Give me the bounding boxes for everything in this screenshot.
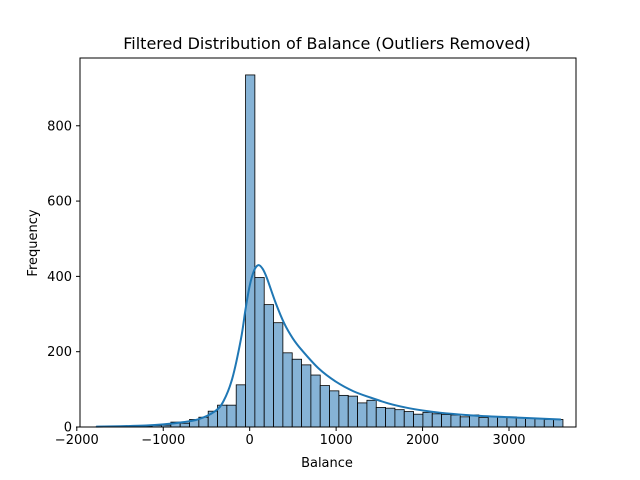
histogram-bar [385,407,396,428]
histogram-bar [525,417,536,428]
histogram-bar [441,414,452,428]
histogram-bar [431,413,442,428]
histogram-bar [478,417,489,428]
histogram-bar [469,414,480,428]
histogram-bar [282,352,293,428]
y-axis-label: Frequency [26,209,41,276]
histogram-bar [357,402,368,428]
plot-frame [79,57,577,428]
histogram-bar [553,419,564,428]
histogram-bar [245,74,256,428]
y-tick-label: 200 [47,345,72,360]
x-tick-label: −1000 [141,433,185,448]
histogram-bar [310,374,321,428]
x-axis-label: Balance [301,456,353,471]
chart-title: Filtered Distribution of Balance (Outlie… [123,34,531,53]
histogram-bar [422,411,433,428]
histogram-bar [497,416,508,428]
x-tick-label: 3000 [492,433,525,448]
histogram-bar [366,399,377,428]
histogram-bar [543,419,555,428]
histogram-bar [459,416,470,428]
histogram-bar [254,277,265,428]
x-tick-label: 0 [246,433,254,448]
x-tick-label: 1000 [320,433,353,448]
histogram-bar [534,418,545,428]
histogram-bar [338,394,349,428]
histogram-bar [226,404,237,428]
histogram-bar [347,395,358,428]
y-tick-label: 800 [47,119,72,134]
histogram-bar [487,416,498,428]
histogram-bar [329,390,340,428]
y-tick-label: 600 [47,195,72,210]
histogram-bar [235,384,246,428]
histogram-bar [403,411,414,428]
kde-curve [96,264,561,428]
y-tick-label: 0 [64,421,72,436]
histogram-bar [263,304,274,428]
histogram-bar [394,409,405,428]
x-tick-label: 2000 [406,433,439,448]
histogram-bar [515,417,527,428]
histogram-bar [301,364,312,428]
histogram-bar [319,385,330,428]
y-tick-label: 400 [47,270,72,285]
histogram-bar [450,414,461,428]
x-axis-ticks: −2000 −1000 0 1000 2000 3000 [55,427,526,448]
histogram-bar [291,358,302,428]
histogram-bar [273,322,284,428]
histogram-bar [179,422,190,428]
histogram-bar [413,413,424,428]
y-axis-ticks: 0 200 400 600 800 [47,119,80,436]
histogram-bar [375,407,386,428]
x-tick-label: −2000 [55,433,99,448]
